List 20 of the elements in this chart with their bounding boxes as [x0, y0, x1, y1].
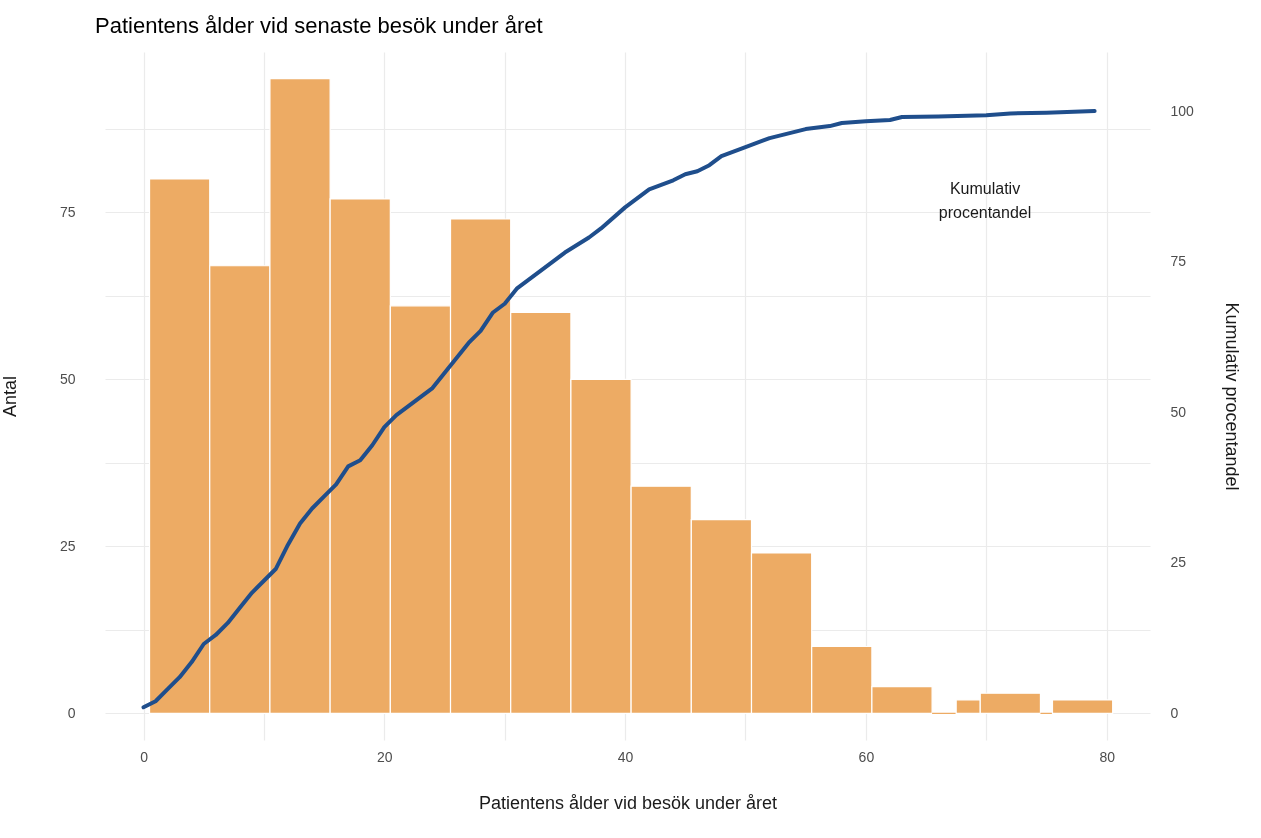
y2-tick-label: 0	[1170, 704, 1179, 721]
y-tick-label: 50	[59, 370, 76, 387]
y-axis-title: Antal	[0, 375, 20, 418]
annotation: Kumulativ procentandel	[938, 180, 1032, 221]
x-tick-label: 80	[1099, 748, 1116, 765]
y-tick-label: 0	[67, 704, 76, 721]
y2-tick-label: 50	[1170, 403, 1187, 420]
x-tick-label: 20	[377, 748, 393, 765]
x-tick-label: 40	[617, 748, 634, 765]
x-tick-label: 60	[858, 748, 875, 765]
y2-axis-title: Kumulativ procentandel	[1221, 302, 1242, 491]
y2-tick-label: 75	[1170, 253, 1187, 270]
y-tick-label: 75	[59, 203, 76, 220]
line-series	[141, 109, 1097, 710]
y2-tick-label: 100	[1170, 102, 1195, 119]
x-axis-title: Patientens ålder vid besök under året	[478, 792, 778, 813]
x-tick-label: 0	[140, 748, 149, 765]
y2-tick-label: 25	[1170, 554, 1187, 571]
y-tick-label: 25	[59, 537, 76, 554]
chart-title: Patientens ålder vid senaste besök under året	[95, 13, 543, 38]
